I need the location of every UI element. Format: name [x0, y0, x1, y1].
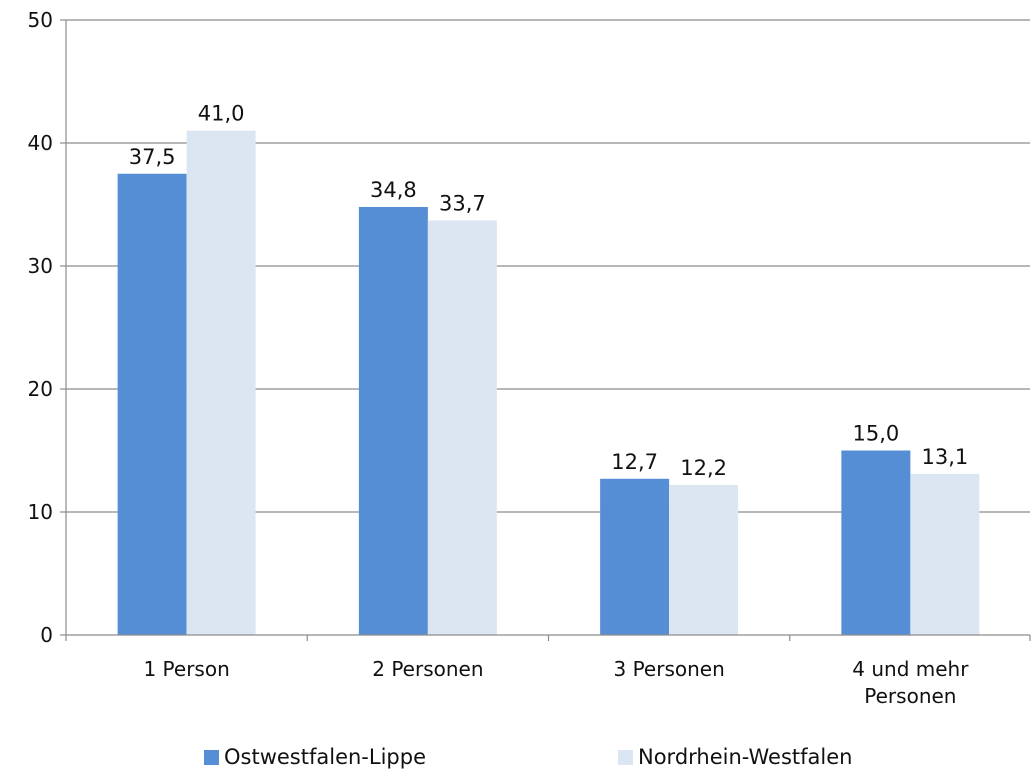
- data-label: 15,0: [852, 422, 899, 446]
- legend-swatch: [204, 750, 219, 765]
- bar: [186, 130, 256, 635]
- bar: [427, 220, 497, 636]
- axes: 0 10 20 30 40 50 1 Person 2 Personen 3 Personen 4…: [28, 8, 1031, 708]
- y-tick-label: 20: [28, 377, 53, 401]
- bar: [841, 450, 911, 635]
- legend-label: Nordrhein-Westfalen: [638, 745, 852, 769]
- data-label: 37,5: [129, 145, 176, 169]
- bars: [117, 130, 980, 636]
- bar: [669, 484, 739, 635]
- category-label: Personen: [864, 684, 956, 708]
- y-tick-label: 50: [28, 8, 53, 32]
- legend: Ostwestfalen-Lippe Nordrhein-Westfalen: [204, 745, 852, 769]
- category-label: 3 Personen: [613, 657, 724, 681]
- y-tick-label: 30: [28, 254, 53, 278]
- legend-swatch: [618, 750, 633, 765]
- bar: [600, 478, 670, 635]
- category-label: 2 Personen: [372, 657, 483, 681]
- y-tick-label: 0: [40, 623, 53, 647]
- data-label: 34,8: [370, 178, 417, 202]
- data-label: 12,7: [611, 450, 658, 474]
- data-label: 41,0: [198, 102, 245, 126]
- bar: [117, 173, 187, 635]
- data-label: 12,2: [680, 456, 727, 480]
- category-label: 4 und mehr: [852, 657, 969, 681]
- bar: [910, 473, 980, 635]
- category-label: 1 Person: [143, 657, 229, 681]
- value-labels: 37,5 41,0 34,8 33,7 12,7 12,2 15,0 13,1: [129, 102, 969, 480]
- legend-label: Ostwestfalen-Lippe: [224, 745, 426, 769]
- y-tick-label: 40: [28, 131, 53, 155]
- data-label: 33,7: [439, 191, 486, 215]
- bar: [358, 206, 428, 635]
- data-label: 13,1: [921, 445, 968, 469]
- y-tick-label: 10: [28, 500, 53, 524]
